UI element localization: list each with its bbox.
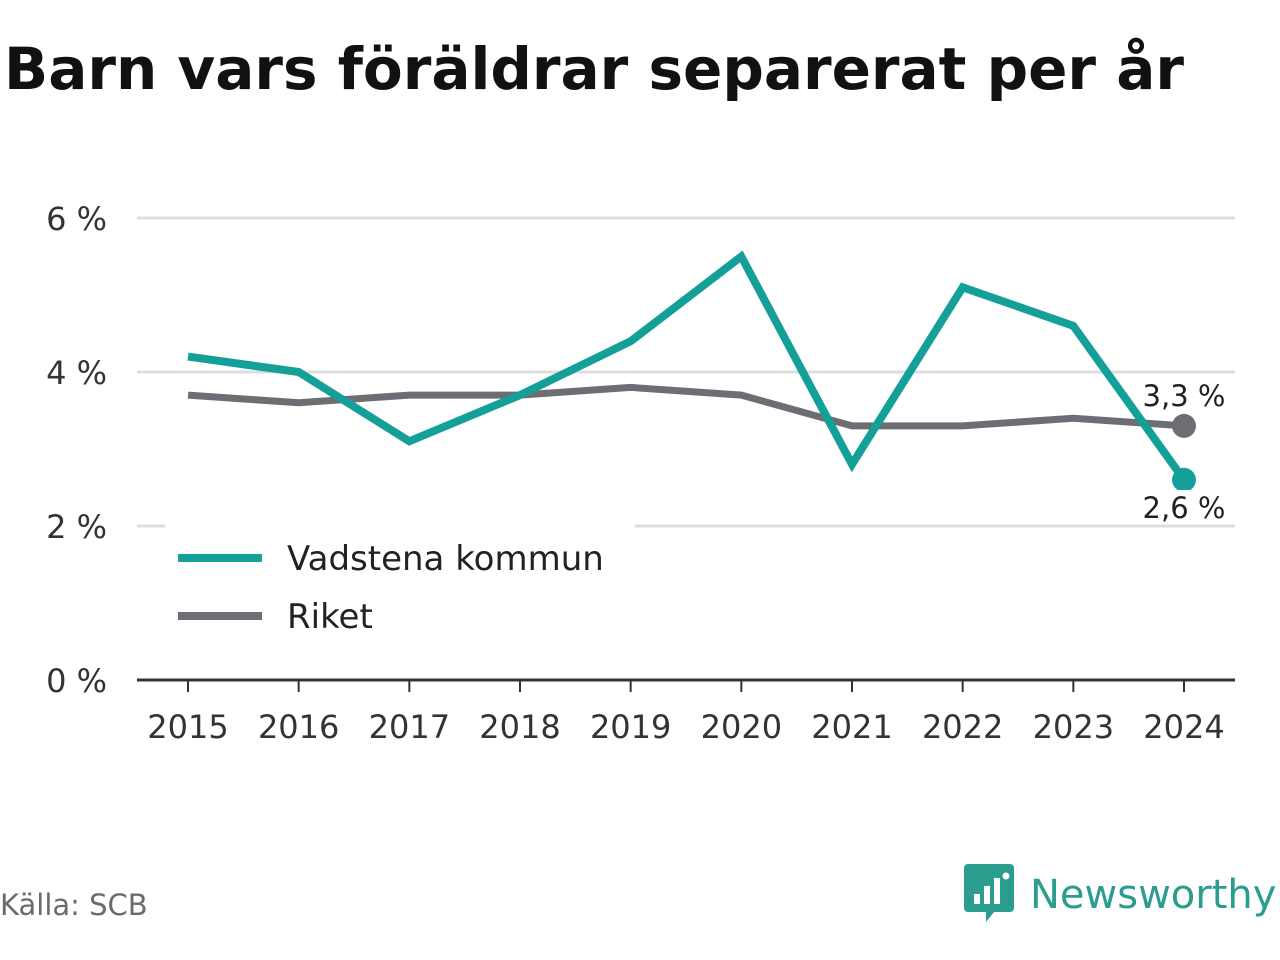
legend-box (165, 523, 635, 643)
source-note: Källa: SCB (0, 888, 148, 922)
end-marker-vadstena (1172, 467, 1196, 492)
x-tick-label: 2024 (1143, 708, 1224, 746)
y-tick-label: 4 % (46, 354, 107, 392)
x-tick-label: 2017 (369, 708, 450, 746)
x-tick-label: 2016 (258, 708, 339, 746)
x-tick-label: 2023 (1033, 708, 1114, 746)
brand-name: Newsworthy (1030, 872, 1277, 918)
end-marker-riket (1172, 413, 1196, 438)
x-tick-label: 2022 (922, 708, 1003, 746)
series-line-riket (187, 383, 1185, 430)
legend-label-riket: Riket (287, 597, 373, 637)
x-axis: 2015 2016 2017 2018 2019 2020 2021 2022 2023 2024 (137, 678, 1235, 746)
series-lines (187, 250, 1188, 483)
y-tick-label: 0 % (46, 662, 107, 700)
y-tick-label: 2 % (46, 508, 107, 546)
end-label-background (1140, 490, 1232, 524)
end-label-riket: 3,3 % (1143, 379, 1226, 413)
x-tick-label: 2021 (811, 708, 892, 746)
y-tick-label: 6 % (46, 200, 107, 238)
newsworthy-logo-icon (964, 864, 1014, 926)
legend-background (165, 523, 635, 643)
x-tick-label: 2018 (479, 708, 560, 746)
chart-title: Barn vars föräldrar separerat per år (4, 35, 1184, 103)
x-tick-label: 2020 (701, 708, 782, 746)
y-axis-tick-labels: 0 % 2 % 4 % 6 % (46, 200, 107, 700)
legend: Vadstena kommun Riket (178, 539, 604, 637)
end-markers: 3,3 % 2,6 % (1140, 379, 1232, 525)
end-label-vadstena: 2,6 % (1143, 491, 1226, 525)
x-tick-label: 2019 (590, 708, 671, 746)
brand-logo: Newsworthy (964, 864, 1276, 926)
line-chart: 0 % 2 % 4 % 6 % 2015 2016 2017 2018 2019 2020 202… (46, 200, 1235, 746)
legend-label-vadstena: Vadstena kommun (287, 539, 604, 579)
series-line-vadstena (187, 250, 1188, 483)
x-tick-label: 2015 (147, 708, 228, 746)
